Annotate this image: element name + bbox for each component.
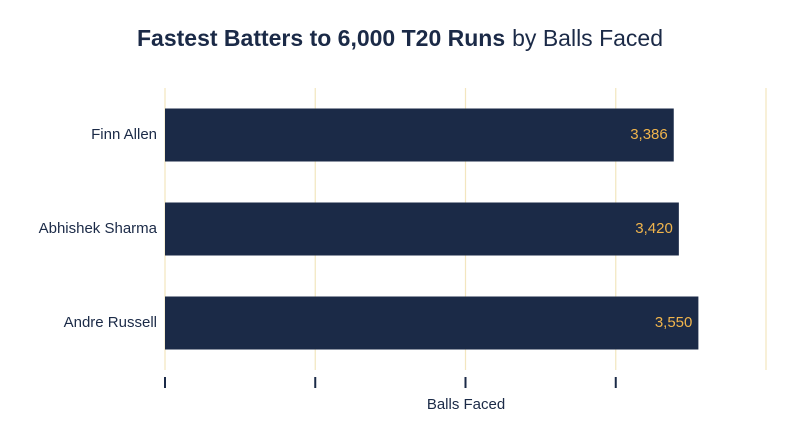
y-tick-label: Abhishek Sharma bbox=[39, 220, 158, 237]
value-label: 3,386 bbox=[630, 126, 668, 143]
value-label: 3,550 bbox=[655, 314, 693, 331]
bar bbox=[165, 108, 674, 162]
y-tick-label: Finn Allen bbox=[91, 126, 157, 143]
chart-title: Fastest Batters to 6,000 T20 Runs by Ball… bbox=[137, 25, 663, 51]
y-tick-label: Andre Russell bbox=[64, 314, 157, 331]
bar bbox=[165, 202, 679, 256]
x-axis-label: Balls Faced bbox=[427, 396, 505, 413]
title-bold: Fastest Batters to 6,000 T20 Runs bbox=[137, 25, 505, 51]
bar bbox=[165, 296, 699, 350]
value-label: 3,420 bbox=[635, 220, 673, 237]
title-rest: by Balls Faced bbox=[512, 25, 663, 51]
